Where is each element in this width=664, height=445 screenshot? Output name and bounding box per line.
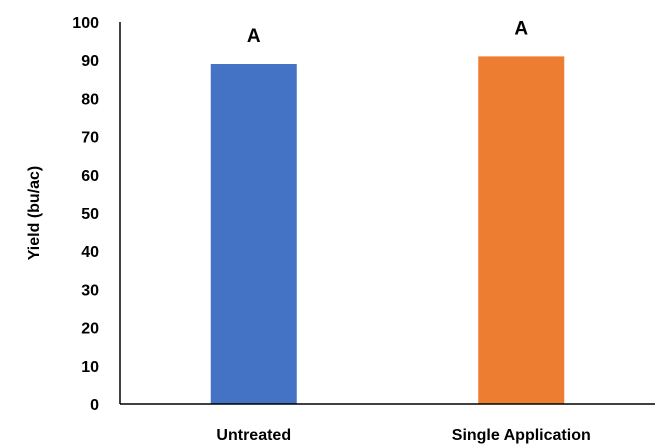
y-tick-label: 90 <box>81 53 99 70</box>
category-label: Untreated <box>216 427 291 444</box>
y-tick-label: 100 <box>72 15 99 32</box>
category-labels: Untreated Single Application <box>216 427 590 444</box>
y-tick-label: 50 <box>81 206 99 223</box>
y-tick-label: 0 <box>90 397 99 414</box>
category-label: Single Application <box>452 427 591 444</box>
bar-2 <box>478 56 565 404</box>
y-tick-label: 60 <box>81 168 99 185</box>
y-tick-label: 30 <box>81 282 99 299</box>
bar-1 <box>210 64 297 405</box>
y-tick-label: 70 <box>81 130 99 147</box>
bar-data-label: A <box>514 18 528 39</box>
y-tick-label: 10 <box>81 359 99 376</box>
y-axis-ticks: 0 10 20 30 40 50 60 70 80 90 100 <box>72 15 99 414</box>
y-tick-label: 80 <box>81 91 99 108</box>
y-tick-label: 40 <box>81 244 99 261</box>
bars <box>210 56 565 405</box>
y-axis-label: Yield (bu/ac) <box>26 166 43 261</box>
y-tick-label: 20 <box>81 321 99 338</box>
bar-data-label: A <box>247 26 261 47</box>
